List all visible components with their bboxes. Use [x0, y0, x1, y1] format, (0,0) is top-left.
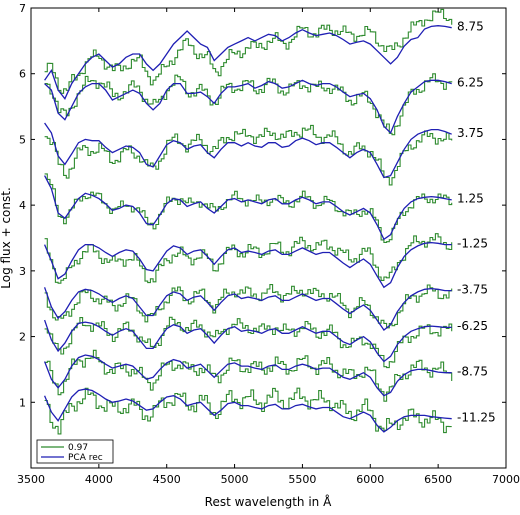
- y-tick-label: 5: [19, 133, 26, 146]
- pca-rec-line: [44, 175, 452, 241]
- phase-label: 6.25: [457, 75, 484, 89]
- pca-rec-line: [44, 122, 452, 179]
- pca-rec-line: [44, 79, 452, 135]
- pca-rec-line: [43, 241, 452, 289]
- phase-label: -6.25: [457, 319, 488, 333]
- plot-area: [31, 8, 506, 468]
- y-axis-title: Log flux + const.: [0, 187, 13, 289]
- phase-label: 3.75: [457, 126, 484, 140]
- legend-label-observed: 0.97: [68, 443, 88, 453]
- tick-layer: 3500 4000 4500 5000 5500 6000 6500 7000 1 2 3 4 5 6 7: [17, 2, 520, 486]
- x-axis-title: Rest wavelength in Å: [205, 494, 332, 509]
- series-layer: [43, 8, 453, 435]
- observed-spectrum-line: [44, 349, 453, 402]
- x-tick-label: 5000: [221, 473, 249, 486]
- observed-spectrum-line: [44, 316, 453, 369]
- pca-rec-line: [43, 319, 452, 363]
- pca-rec-line: [43, 354, 452, 397]
- y-tick-label: 3: [19, 265, 26, 278]
- pca-rec-line: [43, 388, 452, 433]
- y-tick-label: 6: [19, 68, 26, 81]
- y-tick-label: 1: [19, 396, 26, 409]
- legend-label-pca-rec: PCA rec: [68, 453, 103, 463]
- x-tick-label: 4500: [153, 473, 181, 486]
- observed-spectrum-line: [44, 387, 452, 435]
- phase-label-layer: 8.75 6.25 3.75 1.25 -1.25 -3.75 -6.25 -8.75 -11.…: [457, 19, 496, 424]
- x-tick-label: 6000: [356, 473, 384, 486]
- phase-label: -8.75: [457, 364, 488, 378]
- x-tick-label: 5500: [288, 473, 316, 486]
- x-tick-label: 6500: [424, 473, 452, 486]
- y-tick-label: 7: [19, 2, 26, 15]
- observed-spectrum-line: [44, 284, 453, 329]
- x-tick-label: 7000: [492, 473, 520, 486]
- x-tick-label: 3500: [17, 473, 45, 486]
- phase-label: 8.75: [457, 19, 484, 33]
- y-tick-label: 2: [19, 331, 26, 344]
- observed-spectrum-line: [44, 8, 453, 94]
- pca-rec-line: [43, 287, 452, 331]
- phase-label: -1.25: [457, 236, 488, 250]
- phase-label: -11.25: [457, 410, 496, 424]
- plot-frame: [30, 7, 507, 469]
- x-tick-label: 4000: [85, 473, 113, 486]
- phase-label: -3.75: [457, 282, 488, 296]
- y-tick-label: 4: [19, 199, 26, 212]
- phase-label: 1.25: [457, 192, 484, 206]
- legend: 0.97 PCA rec: [36, 439, 114, 464]
- pca-rec-line: [44, 25, 452, 100]
